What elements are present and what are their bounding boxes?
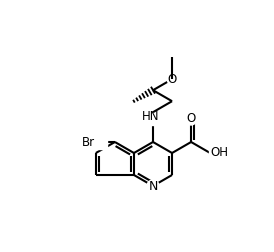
Text: N: N — [148, 180, 158, 193]
Text: O: O — [187, 112, 196, 125]
Circle shape — [147, 180, 159, 192]
Text: HN: HN — [142, 110, 160, 123]
Bar — [139, 111, 167, 125]
Bar — [75, 135, 107, 149]
Circle shape — [167, 74, 177, 84]
Text: Br: Br — [82, 136, 95, 148]
Text: OH: OH — [210, 146, 228, 160]
Circle shape — [186, 115, 196, 125]
Text: O: O — [167, 73, 177, 86]
Bar — [209, 147, 231, 159]
